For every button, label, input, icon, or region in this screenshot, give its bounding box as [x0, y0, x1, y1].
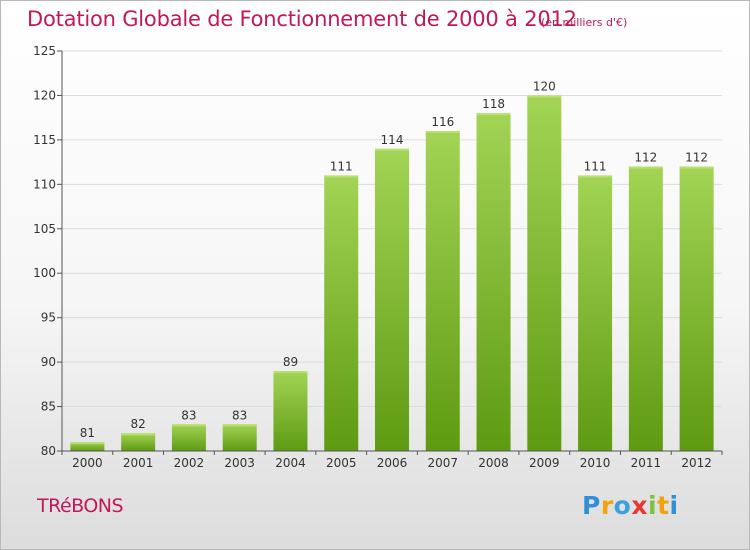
data-label: 112 — [634, 151, 657, 165]
bar-highlight — [121, 433, 156, 436]
bar-highlight — [324, 175, 359, 178]
data-labels: 81 82 83 83 89 111 114 116 118 120 111 112 112 — [80, 79, 708, 440]
chart-unit-label: (en milliers d'€) — [541, 16, 628, 29]
bar-highlight — [375, 148, 409, 151]
y-tick-label: 90 — [41, 355, 56, 369]
x-tick-label: 2001 — [123, 456, 154, 470]
x-tick-label: 2008 — [478, 456, 509, 470]
bar — [578, 175, 613, 451]
data-label: 116 — [431, 115, 454, 129]
y-tick-label: 105 — [33, 222, 56, 236]
x-tick-label: 2007 — [427, 456, 458, 470]
bar — [70, 442, 105, 451]
y-tick-label: 120 — [33, 88, 56, 102]
data-label: 120 — [533, 79, 556, 93]
x-tick-label: 2006 — [377, 456, 408, 470]
bar — [375, 148, 409, 451]
data-label: 81 — [80, 426, 95, 440]
bar — [171, 424, 206, 451]
bar — [273, 371, 308, 451]
y-tick-label: 80 — [41, 444, 56, 458]
logo-letter: x — [631, 491, 648, 520]
chart-title: Dotation Globale de Fonctionnement de 20… — [27, 7, 577, 31]
logo-letter: P — [582, 491, 601, 520]
bar-highlight — [628, 166, 663, 169]
y-tick-label: 85 — [41, 400, 56, 414]
bar — [527, 95, 562, 451]
y-tick-label: 95 — [41, 311, 56, 325]
x-tick-label: 2003 — [224, 456, 255, 470]
bar — [425, 131, 460, 451]
axes: 80 85 90 95 100 105 110 115 120 125 2000 2001 2002 20… — [33, 44, 723, 470]
logo-letter: i — [669, 491, 679, 520]
bar-highlight — [578, 175, 613, 178]
data-label: 111 — [584, 159, 607, 173]
data-label: 83 — [232, 408, 247, 422]
bar-highlight — [222, 424, 257, 427]
x-tick-label: 2009 — [529, 456, 560, 470]
bar — [476, 113, 511, 451]
bar — [628, 166, 663, 452]
x-tick-label: 2010 — [580, 456, 611, 470]
x-tick-label: 2012 — [681, 456, 712, 470]
x-tick-label: 2000 — [72, 456, 103, 470]
bar-highlight — [425, 131, 460, 133]
y-tick-label: 125 — [33, 44, 56, 58]
data-label: 118 — [482, 97, 505, 111]
y-tick-label: 115 — [33, 133, 56, 147]
bar — [679, 166, 714, 452]
bars — [70, 95, 714, 452]
x-tick-label: 2002 — [174, 456, 205, 470]
bar-highlight — [527, 95, 562, 98]
logo-letter: o — [613, 491, 632, 520]
data-label: 112 — [685, 151, 708, 165]
x-tick-label: 2011 — [631, 456, 662, 470]
data-label: 82 — [131, 417, 146, 431]
data-label: 111 — [330, 159, 353, 173]
bar-highlight — [70, 442, 105, 445]
y-tick-label: 100 — [33, 266, 56, 280]
bar-highlight — [679, 166, 714, 169]
data-label: 114 — [381, 133, 404, 147]
logo-letter: i — [648, 491, 658, 520]
bar-highlight — [171, 424, 206, 427]
logo-letter: t — [657, 491, 670, 520]
proxiti-logo: Proxiti — [582, 491, 679, 520]
x-tick-label: 2004 — [275, 456, 306, 470]
y-tick-label: 110 — [33, 177, 56, 191]
bar — [121, 433, 156, 451]
x-tick-label: 2005 — [326, 456, 357, 470]
data-label: 83 — [181, 408, 196, 422]
bar — [222, 424, 257, 451]
data-label: 89 — [283, 355, 298, 369]
logo-letter: r — [600, 491, 614, 520]
commune-name: TRéBONS — [37, 495, 124, 517]
bar — [324, 175, 359, 451]
bar-highlight — [273, 371, 308, 373]
bar-highlight — [476, 113, 511, 116]
